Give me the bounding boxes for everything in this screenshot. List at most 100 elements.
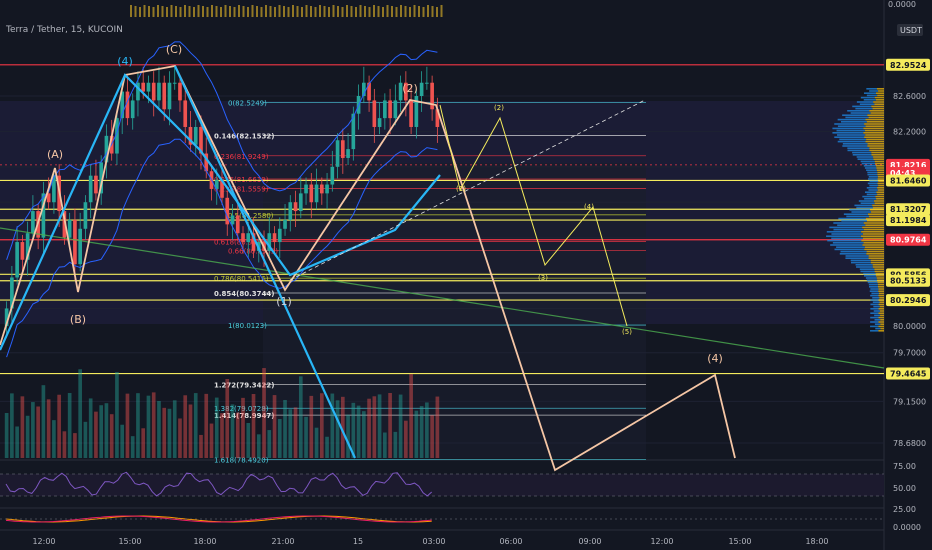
volume-profile-bar	[874, 270, 884, 273]
volume-profile-bar	[876, 88, 884, 90]
volume-profile-bar	[837, 118, 866, 121]
volume-bar	[193, 393, 198, 458]
top-volume-bar	[224, 5, 227, 17]
volume-bar	[256, 434, 261, 458]
volume-profile-bar	[852, 154, 872, 156]
volume-profile-bar	[863, 165, 876, 167]
volume-profile-bar	[866, 169, 877, 171]
volume-profile-bar	[842, 114, 868, 116]
candle-body	[225, 197, 230, 225]
volume-bar	[83, 421, 88, 458]
price-badge-label: 80.9764	[890, 236, 927, 245]
band-upper	[6, 41, 438, 260]
candle-body	[178, 82, 182, 101]
volume-bar	[404, 420, 408, 458]
volume-profile-bar	[865, 129, 884, 132]
volume-profile-bar	[876, 275, 884, 277]
price-badge	[886, 274, 930, 287]
volume-profile-bar	[860, 202, 875, 204]
wave-label: (2)	[402, 82, 418, 95]
top-volume-bar	[368, 7, 371, 17]
volume-profile-bar	[855, 264, 873, 266]
candle-body	[435, 109, 440, 127]
volume-profile-bar	[868, 215, 884, 218]
volume-profile-bar	[870, 330, 879, 332]
volume-bar	[272, 395, 277, 458]
candle-body	[125, 91, 130, 119]
rsi-axis-label: 75.00	[893, 462, 916, 471]
volume-bar	[109, 414, 114, 458]
top-volume-bar	[229, 6, 231, 17]
candle-body	[204, 153, 209, 172]
volume-profile-bar	[877, 173, 884, 176]
top-volume-bar	[323, 6, 326, 17]
volume-profile-bar	[865, 224, 884, 226]
volume-bar	[340, 396, 345, 458]
volume-bar	[335, 400, 340, 458]
candle-body	[78, 228, 82, 265]
fib-level-label: 1.414(78.9947)	[214, 412, 274, 420]
volume-bar	[78, 369, 82, 458]
candle-body	[4, 308, 9, 327]
volume-profile-bar	[866, 187, 878, 189]
wave-label: (4)	[707, 352, 723, 365]
candle-body	[398, 82, 403, 101]
top-volume-bar	[301, 7, 303, 17]
volume-profile-bar	[875, 195, 884, 198]
volume-profile-bar	[869, 290, 879, 292]
volume-profile-bar	[877, 182, 884, 185]
volume-profile-bar	[859, 268, 875, 270]
volume-profile-bar	[874, 314, 881, 317]
top-volume-bar	[283, 6, 285, 17]
volume-bar	[277, 419, 282, 458]
currency-label: USDT	[900, 26, 922, 35]
top-volume-bar	[377, 6, 380, 17]
top-volume-bar	[278, 5, 281, 17]
volume-profile-bar	[879, 310, 884, 312]
volume-profile-bar	[856, 266, 873, 268]
volume-profile-bar	[870, 211, 884, 213]
candle-body	[88, 175, 93, 203]
fib-level-label: 0.236(81.5559)	[214, 185, 269, 193]
fib-level-label: 0.236(81.9249)	[214, 153, 269, 161]
time-tick-label: 21:00	[271, 537, 294, 546]
volume-bar	[199, 434, 203, 458]
candle-body	[15, 242, 19, 278]
candle-body	[235, 215, 240, 234]
volume-bar	[309, 395, 314, 458]
price-badge	[886, 214, 930, 227]
candle-body	[214, 180, 219, 189]
volume-profile-bar	[873, 101, 884, 103]
price-badge-label: 80.2946	[890, 296, 927, 305]
volume-profile-bar	[870, 316, 879, 319]
top-volume-bar	[242, 6, 245, 17]
top-volume-bar	[220, 7, 222, 17]
volume-profile-bar	[873, 310, 880, 312]
volume-profile-bar	[871, 292, 879, 295]
volume-profile-bar	[862, 226, 884, 229]
top-volume-bar	[193, 7, 195, 17]
volume-bar	[298, 376, 303, 458]
volume-profile-bar	[861, 162, 876, 165]
volume-profile-bar	[836, 129, 866, 132]
volume-profile-bar	[878, 321, 884, 323]
long-trendline	[0, 227, 885, 369]
volume-profile-bar	[878, 184, 884, 187]
volume-profile-bar	[878, 316, 884, 319]
fib-zone-box	[263, 163, 646, 458]
volume-profile-bar	[860, 96, 875, 99]
candle-body	[277, 228, 282, 243]
top-volume-bar	[233, 7, 236, 17]
top-volume-bar	[287, 7, 290, 17]
price-badge-label: 79.4645	[890, 370, 927, 379]
top-volume-bar	[400, 5, 402, 17]
volume-profile-bar	[870, 294, 879, 297]
price-badge	[886, 367, 930, 380]
top-volume-bar	[350, 6, 353, 17]
volume-profile-bar	[857, 158, 874, 160]
candle-body	[99, 162, 104, 194]
wave-label: (4)	[117, 55, 133, 68]
volume-profile-bar	[869, 90, 879, 92]
projection-label: (2)	[494, 104, 504, 112]
